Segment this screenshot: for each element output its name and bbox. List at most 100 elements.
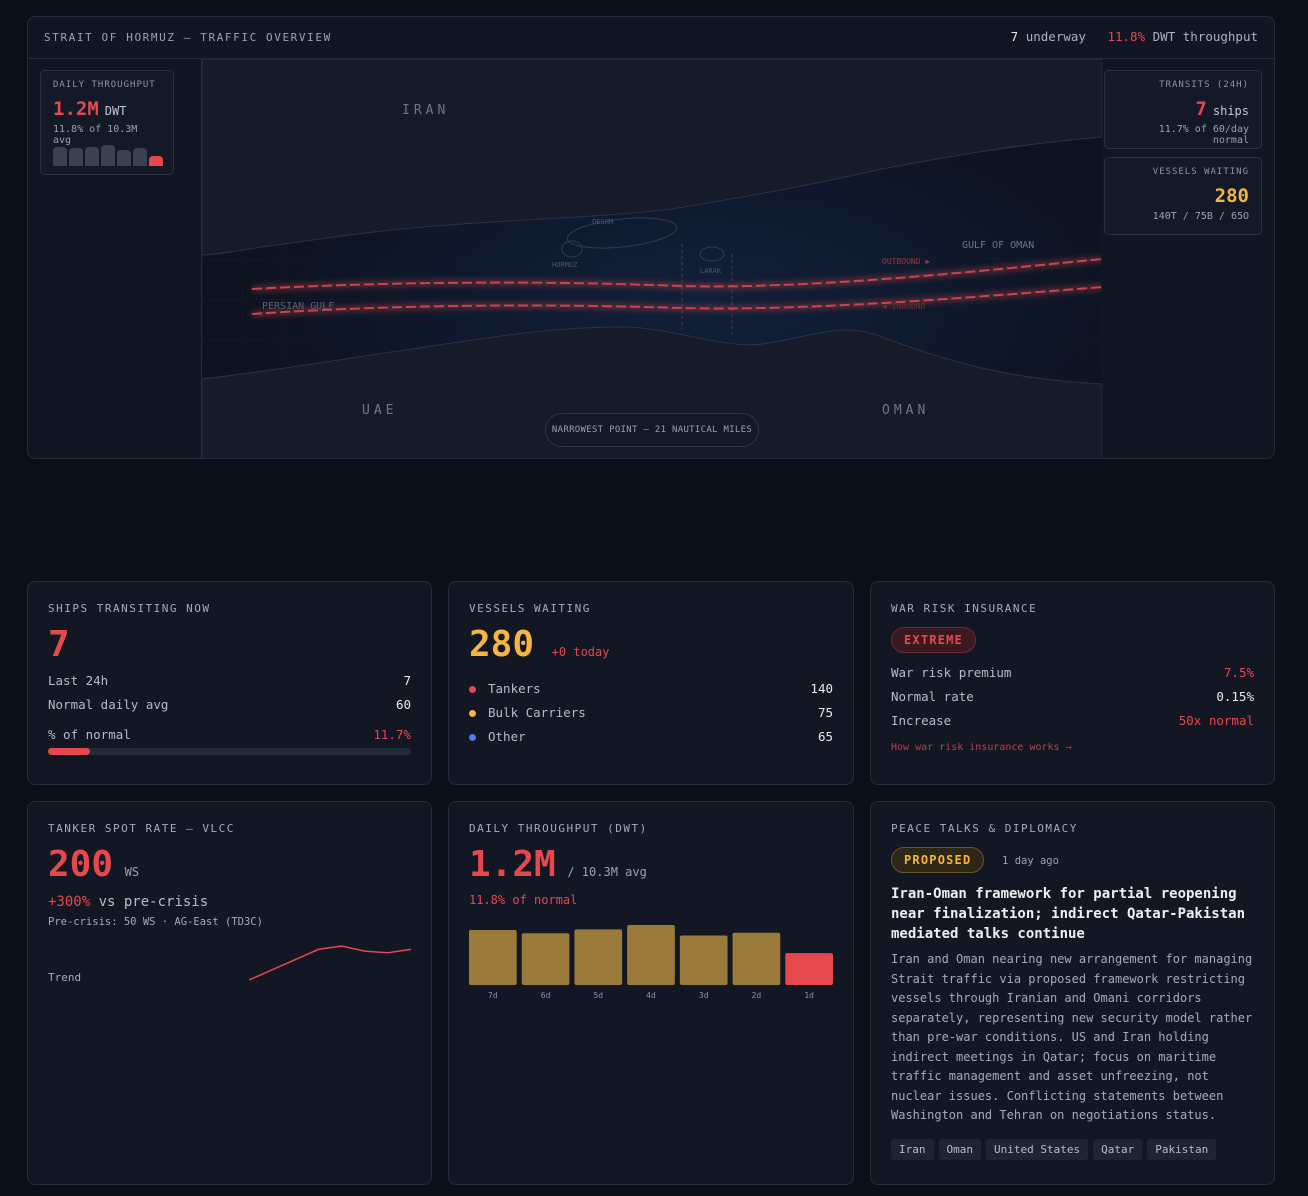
pct-value: 11.7% xyxy=(373,727,411,742)
ships-transiting-card: SHIPS TRANSITING NOW 7 Last 24h 7 Normal… xyxy=(27,581,432,785)
pct-row: % of normal 11.7% xyxy=(48,727,411,742)
throughput-bar[interactable] xyxy=(785,953,833,985)
status-row: PROPOSED 1 day ago xyxy=(891,847,1254,873)
sparkbar xyxy=(133,148,147,166)
uae-label: UAE xyxy=(362,403,397,418)
overlay-label: DAILY THROUGHPUT xyxy=(53,80,156,90)
stat-value: 60 xyxy=(395,697,411,712)
tanker-spot-rate-card: TANKER SPOT RATE — VLCC 200 WS +300% vs … xyxy=(27,801,432,1185)
throughput-avg: / 10.3M avg xyxy=(567,865,647,879)
risk-badge: EXTREME xyxy=(891,627,1254,653)
spot-value: 200 xyxy=(48,844,114,885)
daily-throughput-overlay: DAILY THROUGHPUT 1.2M DWT 11.8% of 10.3M … xyxy=(40,70,174,175)
trend-sparkline xyxy=(249,945,411,981)
bar-category-label: 5d xyxy=(593,991,603,1000)
row-value: 7.5% xyxy=(1223,665,1254,680)
sparkbar xyxy=(53,147,67,166)
card-title: DAILY THROUGHPUT (DWT) xyxy=(469,822,648,835)
news-headline[interactable]: Iran-Oman framework for partial reopenin… xyxy=(891,886,1246,942)
peace-talks-card: PEACE TALKS & DIPLOMACY PROPOSED 1 day a… xyxy=(870,801,1275,1185)
sparkbar xyxy=(149,156,163,166)
throughput-value: 1.2M xyxy=(469,844,556,885)
bar-category-label: 7d xyxy=(488,991,498,1000)
waiting-value: 280 xyxy=(469,624,535,665)
row-value: 50x normal xyxy=(1178,713,1254,728)
pct-progress-track xyxy=(48,748,411,755)
iran-landmass xyxy=(202,59,1102,256)
insurance-row: Normal rate 0.15% xyxy=(891,689,1254,704)
waiting-row-label: Other xyxy=(469,729,526,744)
outbound-label: OUTBOUND ▶ xyxy=(882,257,930,266)
trend-row: Trend xyxy=(48,942,411,984)
hormuz-label: HORMUZ xyxy=(552,261,577,269)
insurance-info-link[interactable]: How war risk insurance works → xyxy=(891,742,1072,753)
pre-crisis-note: Pre-crisis: 50 WS · AG-East (TD3C) xyxy=(48,916,263,928)
sparkbar xyxy=(85,146,99,166)
waiting-delta: +0 today xyxy=(551,645,610,659)
topic-tag[interactable]: Pakistan xyxy=(1147,1138,1217,1160)
status-time: 1 day ago xyxy=(1002,855,1059,867)
strait-map[interactable]: IRAN UAE OMAN PERSIAN GULF GULF OF OMAN … xyxy=(201,59,1102,458)
row-label: Normal rate xyxy=(891,689,974,704)
waiting-overlay: VESSELS WAITING 280 140T / 75B / 65O xyxy=(1104,157,1262,235)
larak-island xyxy=(699,246,725,262)
dwt-label: DWT throughput xyxy=(1152,29,1258,44)
stat-label: Normal daily avg xyxy=(48,697,169,712)
narrowest-point-badge: NARROWEST POINT — 21 NAUTICAL MILES xyxy=(545,413,759,447)
underway-label: underway xyxy=(1025,29,1086,44)
overlay-sub: 11.8% of 10.3M avg xyxy=(53,124,138,146)
topic-tag[interactable]: Qatar xyxy=(1093,1138,1143,1160)
card-title: TANKER SPOT RATE — VLCC xyxy=(48,822,235,835)
news-body: Iran and Oman nearing new arrangement fo… xyxy=(891,952,1253,1122)
throughput-sparkbars xyxy=(53,144,163,166)
stat-row: Normal daily avg 60 xyxy=(48,697,411,712)
strait-overview-panel: STRAIT OF HORMUZ — TRAFFIC OVERVIEW 7 un… xyxy=(27,16,1275,459)
tag-list: Iran Oman United States Qatar Pakistan xyxy=(891,1138,1254,1160)
throughput-bar[interactable] xyxy=(732,932,781,985)
bar-category-label: 3d xyxy=(699,991,709,1000)
persian-gulf-label: PERSIAN GULF xyxy=(262,301,334,312)
card-title: SHIPS TRANSITING NOW xyxy=(48,602,211,615)
trend-line xyxy=(249,945,411,981)
status-badge: PROPOSED xyxy=(891,847,985,873)
map-svg: IRAN UAE OMAN PERSIAN GULF GULF OF OMAN … xyxy=(202,59,1102,458)
throughput-bar[interactable] xyxy=(469,929,517,985)
waiting-row: Tankers 140 xyxy=(469,681,833,696)
bar-category-label: 4d xyxy=(646,991,656,1000)
panel-title: STRAIT OF HORMUZ — TRAFFIC OVERVIEW xyxy=(44,31,332,44)
throughput-pct: 11.8% of normal xyxy=(469,893,578,907)
throughput-bar[interactable] xyxy=(627,925,675,985)
vessels-waiting-card: VESSELS WAITING 280 +0 today Tankers 140 B… xyxy=(448,581,854,785)
iran-label: IRAN xyxy=(402,103,449,118)
bar-category-label: 2d xyxy=(752,991,762,1000)
waiting-row-label: Tankers xyxy=(469,681,541,696)
waiting-value-row: 280 +0 today xyxy=(469,625,833,672)
topic-tag[interactable]: Iran xyxy=(891,1138,934,1160)
row-label: Increase xyxy=(891,713,952,728)
topic-tag[interactable]: United States xyxy=(986,1138,1089,1160)
change-label: vs pre-crisis xyxy=(98,894,209,910)
topic-tag[interactable]: Oman xyxy=(938,1138,981,1160)
overlay-unit: ships xyxy=(1212,104,1249,118)
bar-category-label: 6d xyxy=(541,991,551,1000)
overlay-sub: 140T / 75B / 65O xyxy=(1152,211,1249,222)
spot-value-row: 200 WS xyxy=(48,845,411,892)
larak-label: LARAK xyxy=(700,267,722,275)
overlay-value: 1.2M DWT xyxy=(53,98,127,120)
throughput-bar[interactable] xyxy=(521,933,570,985)
throughput-bar[interactable] xyxy=(679,935,728,985)
sparkbar xyxy=(101,145,115,166)
spot-unit: WS xyxy=(124,865,140,879)
throughput-bar[interactable] xyxy=(574,929,623,985)
stat-value: 7 xyxy=(403,673,411,688)
inbound-lane xyxy=(251,286,1102,315)
underway-count: 7 xyxy=(1010,29,1019,44)
narrowest-point-label: NARROWEST POINT — 21 NAUTICAL MILES xyxy=(551,425,753,435)
waiting-breakdown: Tankers 140 Bulk Carriers 75 Other 65 xyxy=(469,681,833,744)
bar-category-label: 1d xyxy=(804,991,814,1000)
legend-dot-icon xyxy=(469,710,476,717)
transiting-value: 7 xyxy=(48,624,70,665)
transits-overlay: TRANSITS (24H) 7 ships 11.7% of 60/day no… xyxy=(1104,70,1262,149)
pct-label: % of normal xyxy=(48,727,131,742)
insurance-row: War risk premium 7.5% xyxy=(891,665,1254,680)
